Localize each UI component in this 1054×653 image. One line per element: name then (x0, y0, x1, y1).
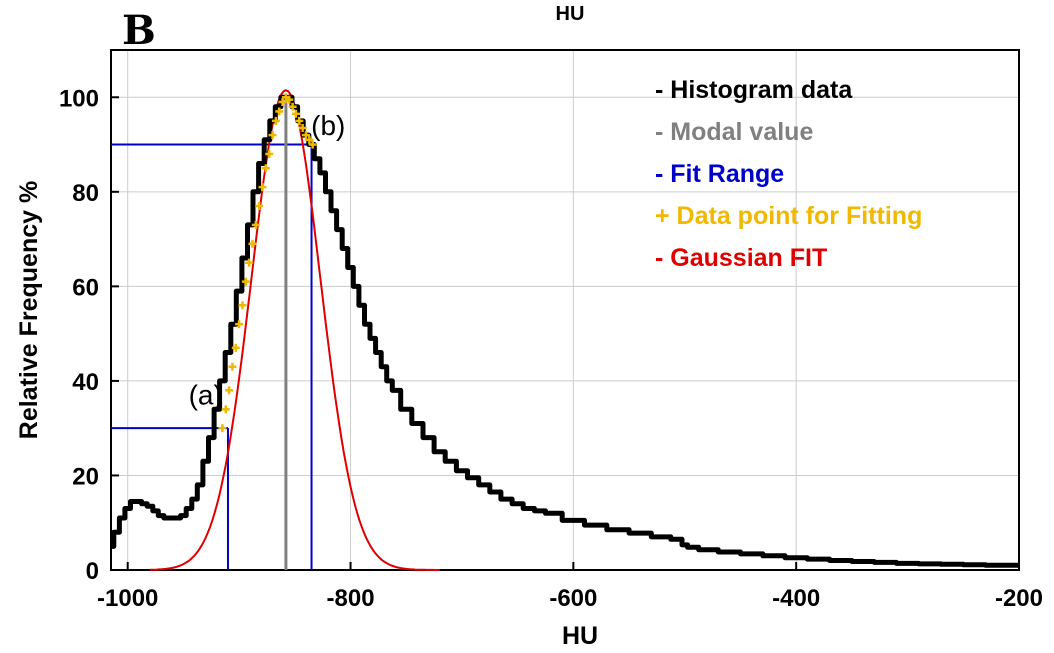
legend-item-1: - Modal value (655, 118, 813, 146)
fit-point (248, 239, 257, 248)
fit-point (278, 98, 287, 106)
fit-point (305, 135, 314, 144)
fit-point (225, 386, 234, 395)
y-axis-title: Relative Frequency % (15, 181, 43, 439)
y-tick-label-4: 80 (72, 180, 99, 207)
legend-item-2: - Fit Range (655, 160, 784, 188)
fit-point (261, 164, 270, 173)
fit-point (291, 109, 300, 118)
x-tick-label-2: -600 (549, 585, 597, 612)
fit-data-points (218, 93, 317, 433)
x-tick-label-4: -200 (995, 585, 1043, 612)
legend-item-0: - Histogram data (655, 76, 853, 104)
y-tick-label-5: 100 (59, 85, 99, 112)
fit-point (265, 150, 274, 158)
annotation-0: (a) (189, 380, 223, 411)
y-tick-label-0: 0 (86, 558, 99, 585)
legend-item-4: - Gaussian FIT (655, 244, 827, 272)
x-tick-label-1: -800 (327, 585, 375, 612)
fit-point (231, 343, 240, 352)
annotation-1: (b) (311, 110, 345, 141)
fit-point (295, 116, 304, 125)
fit-point (238, 301, 247, 310)
x-axis-ticks: -1000 -800 -600 -400 -200 (97, 562, 1043, 612)
fit-point (258, 183, 267, 192)
fit-point (298, 124, 307, 132)
fit-point (301, 131, 310, 140)
fit-point (308, 140, 317, 149)
fit-point (251, 220, 260, 229)
fit-point (228, 362, 237, 371)
fit-point (241, 277, 250, 286)
x-tick-label-3: -400 (772, 585, 820, 612)
y-tick-label-3: 60 (72, 274, 99, 301)
fit-point (275, 107, 284, 116)
y-tick-label-2: 40 (72, 369, 99, 396)
fit-point (285, 95, 294, 104)
fit-point (218, 424, 227, 433)
fit-point (255, 202, 264, 210)
fit-point (288, 102, 297, 111)
panel-label: B (122, 7, 156, 54)
annotations: (a) (b) (189, 110, 346, 410)
legend: - Histogram data - Modal value - Fit Range… (655, 76, 922, 272)
fit-point (235, 320, 244, 329)
top-label: HU (556, 3, 585, 25)
y-axis-ticks: 0 20 40 60 80 100 (59, 85, 119, 585)
x-tick-label-0: -1000 (97, 585, 158, 612)
fit-point (268, 131, 277, 140)
legend-item-3: + Data point for Fitting (655, 202, 922, 230)
plot-frame (110, 49, 1020, 571)
histogram-curve (111, 94, 1019, 568)
fit-point (271, 116, 280, 125)
fit-point (245, 258, 254, 267)
x-axis-title: HU (562, 622, 598, 650)
y-tick-label-1: 20 (72, 463, 99, 490)
fit-point (221, 405, 230, 414)
